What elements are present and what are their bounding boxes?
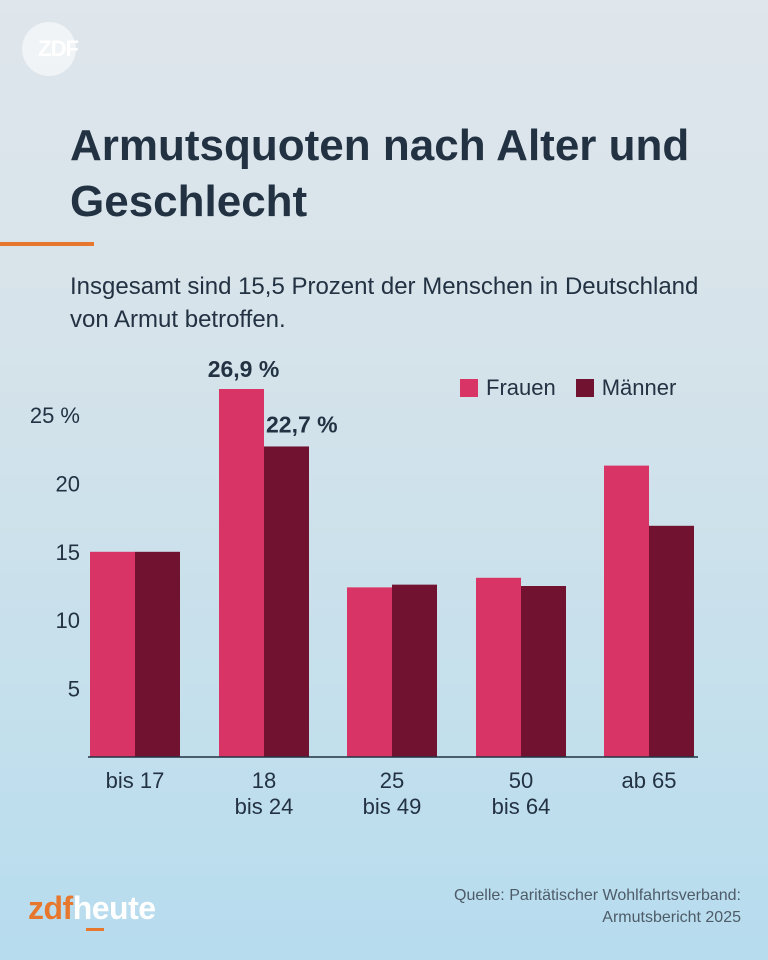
x-tick-label: 50 — [509, 768, 533, 793]
zdf-logo-top: ZDF — [22, 22, 79, 76]
data-label: 22,7 % — [266, 411, 338, 437]
legend-item-maenner: Männer — [575, 375, 677, 401]
legend-swatch-frauen — [460, 379, 478, 397]
bar-frauen — [90, 551, 135, 757]
y-tick-label: 25 % — [30, 403, 80, 428]
source-line-1: Quelle: Paritätischer Wohlfahrtsverband: — [454, 887, 741, 904]
bar-frauen — [347, 587, 392, 757]
legend-swatch-maenner — [575, 379, 594, 397]
y-tick-label: 20 — [56, 471, 80, 496]
y-tick-label: 15 — [56, 540, 80, 565]
bar-frauen — [604, 465, 649, 757]
x-tick-label: ab 65 — [621, 768, 676, 793]
x-tick-label: bis 64 — [492, 794, 551, 819]
legend-label-frauen: Frauen — [486, 375, 556, 400]
x-tick-label: 25 — [380, 768, 404, 793]
y-tick-label: 5 — [68, 677, 80, 702]
chart-title: Armutsquoten nach Alter und Geschlecht — [70, 121, 690, 226]
x-tick-label: 18 — [252, 768, 276, 793]
source-note: Quelle: Paritätischer Wohlfahrtsverband:… — [454, 885, 741, 929]
legend-item-frauen: Frauen — [460, 375, 556, 401]
source-line-2: Armutsbericht 2025 — [602, 909, 741, 926]
bar-maenner — [135, 551, 180, 757]
data-label: 26,9 % — [208, 356, 280, 382]
zdf-logo-text: ZDF — [38, 36, 79, 61]
accent-line — [0, 242, 94, 246]
bar-maenner — [521, 585, 566, 757]
brand-underline — [86, 928, 104, 931]
x-tick-label: bis 49 — [363, 794, 422, 819]
x-tick-label: bis 17 — [106, 768, 165, 793]
zdfheute-logo: zdfheute — [28, 890, 156, 927]
bar-maenner — [264, 446, 309, 757]
legend: Frauen Männer — [460, 375, 676, 401]
bar-maenner — [392, 584, 437, 757]
bar-frauen — [219, 389, 264, 757]
chart-subtitle: Insgesamt sind 15,5 Prozent der Menschen… — [70, 273, 699, 333]
y-tick-label: 10 — [56, 608, 80, 633]
bar-maenner — [649, 525, 694, 757]
legend-label-maenner: Männer — [601, 375, 677, 400]
brand-heute: heute — [72, 890, 156, 926]
brand-zdf: zdf — [28, 890, 73, 926]
x-tick-label: bis 24 — [235, 794, 294, 819]
bar-frauen — [476, 577, 521, 757]
